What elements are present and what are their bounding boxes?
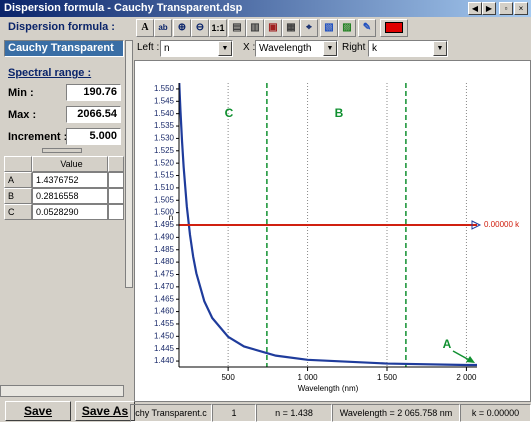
toolbar-button[interactable]: ▨ bbox=[338, 19, 356, 37]
status-cell: n = 1.438 bbox=[256, 404, 332, 422]
toolbar-button[interactable]: ▣ bbox=[264, 19, 282, 37]
save-as-button[interactable]: Save As bbox=[75, 401, 135, 421]
y-tick-label: 1.515 bbox=[154, 171, 175, 180]
cell bbox=[108, 172, 124, 188]
table-header: Value bbox=[32, 156, 108, 172]
y-tick-label: 1.450 bbox=[154, 331, 175, 340]
n-curve bbox=[179, 83, 477, 367]
toolbar-button[interactable]: ▦ bbox=[282, 19, 300, 37]
toolbar-button[interactable]: ⊕ bbox=[173, 19, 191, 37]
toolbar-button[interactable]: ▤ bbox=[228, 19, 246, 37]
window-button[interactable]: ◀ bbox=[468, 2, 482, 15]
region-annotation: A bbox=[443, 337, 452, 351]
y-tick-label: 1.490 bbox=[154, 232, 175, 241]
y-tick-label: 1.520 bbox=[154, 158, 175, 167]
select-value: k bbox=[372, 43, 377, 54]
toolbar-button[interactable]: ⊖ bbox=[191, 19, 209, 37]
save-button[interactable]: Save bbox=[5, 401, 71, 421]
increment-input[interactable]: 5.000 bbox=[66, 128, 121, 145]
x-select[interactable]: Wavelength ▼ bbox=[255, 40, 338, 57]
toolbar-button[interactable]: 1:1 bbox=[209, 19, 227, 37]
formula-select[interactable]: Cauchy Transparent bbox=[4, 40, 124, 57]
value-cell[interactable]: 0.0528290 bbox=[32, 204, 108, 220]
y-axis-label: n bbox=[169, 213, 173, 222]
h-scrollbar[interactable] bbox=[0, 385, 124, 397]
select-value: Wavelength bbox=[259, 43, 312, 54]
region-annotation: C bbox=[225, 106, 234, 120]
window-button[interactable]: ▫ bbox=[499, 2, 513, 15]
select-value: n bbox=[164, 43, 170, 54]
status-cell: 1 bbox=[212, 404, 256, 422]
table-header bbox=[108, 156, 124, 172]
x-tick-label: 500 bbox=[221, 373, 235, 382]
k-end-label: 0.00000 k bbox=[484, 220, 520, 229]
value-cell[interactable]: 1.4376752 bbox=[32, 172, 108, 188]
value-cell[interactable]: 0.2816558 bbox=[32, 188, 108, 204]
status-cell: chy Transparent.c bbox=[130, 404, 212, 422]
row-header: C bbox=[4, 204, 32, 220]
label: Max : bbox=[8, 109, 37, 121]
y-tick-label: 1.485 bbox=[154, 245, 175, 254]
annotation-arrowhead bbox=[466, 356, 475, 363]
label: Increment : bbox=[8, 131, 68, 143]
toolbar-button[interactable]: ▥ bbox=[246, 19, 264, 37]
y-tick-label: 1.510 bbox=[154, 183, 175, 192]
x-tick-label: 1 500 bbox=[377, 373, 398, 382]
y-tick-label: 1.475 bbox=[154, 270, 175, 279]
color-button[interactable] bbox=[380, 19, 408, 37]
window-button[interactable]: ▶ bbox=[482, 2, 496, 15]
status-cell: Wavelength = 2 065.758 nm bbox=[332, 404, 460, 422]
label: X : bbox=[243, 42, 256, 53]
label: Dispersion formula : bbox=[8, 21, 115, 33]
k-end-marker bbox=[471, 220, 482, 230]
y-tick-label: 1.460 bbox=[154, 307, 175, 316]
y-tick-label: 1.550 bbox=[154, 84, 175, 93]
y-tick-label: 1.505 bbox=[154, 195, 175, 204]
cell bbox=[108, 188, 124, 204]
toolbar-button[interactable]: ▧ bbox=[320, 19, 338, 37]
toolbar-button[interactable]: ✎ bbox=[358, 19, 376, 37]
y-tick-label: 1.500 bbox=[154, 208, 175, 217]
splitter[interactable] bbox=[42, 148, 82, 153]
status-cell: k = 0.00000 bbox=[460, 404, 531, 422]
x-axis-label: Wavelength (nm) bbox=[298, 384, 359, 393]
y-tick-label: 1.540 bbox=[154, 109, 175, 118]
y-tick-label: 1.530 bbox=[154, 134, 175, 143]
label: Right : bbox=[342, 42, 371, 53]
toolbar-button[interactable]: ab bbox=[154, 19, 172, 37]
row-header: B bbox=[4, 188, 32, 204]
left-select[interactable]: n ▼ bbox=[160, 40, 233, 57]
y-tick-label: 1.480 bbox=[154, 257, 175, 266]
window-button[interactable]: × bbox=[514, 2, 528, 15]
toolbar-button[interactable]: ⌖ bbox=[300, 19, 318, 37]
right-select[interactable]: k ▼ bbox=[368, 40, 448, 57]
y-tick-label: 1.535 bbox=[154, 121, 175, 130]
label: Spectral range : bbox=[8, 67, 92, 79]
region-annotation: B bbox=[335, 106, 344, 120]
chart: 500 1 000 1 500 2 000 1.440 1.445 1.450 1.455 1.… bbox=[134, 60, 531, 402]
cell bbox=[108, 204, 124, 220]
v-scrollbar[interactable] bbox=[125, 40, 133, 288]
label: Min : bbox=[8, 87, 34, 99]
y-tick-label: 1.545 bbox=[154, 96, 175, 105]
toolbar-button[interactable]: A bbox=[136, 19, 154, 37]
y-tick-label: 1.470 bbox=[154, 282, 175, 291]
y-tick-label: 1.445 bbox=[154, 344, 175, 353]
y-tick-label: 1.455 bbox=[154, 319, 175, 328]
row-header: A bbox=[4, 172, 32, 188]
min-input[interactable]: 190.76 bbox=[66, 84, 121, 101]
max-input[interactable]: 2066.54 bbox=[66, 106, 121, 123]
x-tick-label: 2 000 bbox=[456, 373, 477, 382]
x-tick-label: 1 000 bbox=[298, 373, 319, 382]
y-tick-label: 1.440 bbox=[154, 356, 175, 365]
y-tick-label: 1.525 bbox=[154, 146, 175, 155]
label: Left : bbox=[137, 42, 160, 53]
title-bar: Dispersion formula - Cauchy Transparent.… bbox=[0, 0, 531, 17]
y-tick-label: 1.465 bbox=[154, 294, 175, 303]
table-corner bbox=[4, 156, 32, 172]
y-tick-label: 1.495 bbox=[154, 220, 175, 229]
